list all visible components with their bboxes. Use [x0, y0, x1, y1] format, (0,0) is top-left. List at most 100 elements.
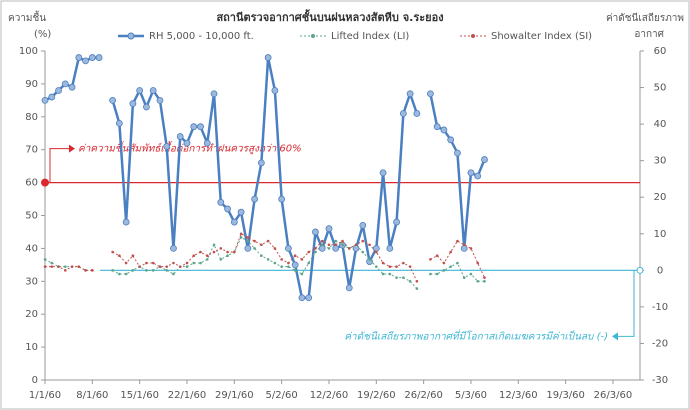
data-point: [334, 239, 338, 243]
data-point: [483, 280, 486, 283]
data-point: [124, 261, 128, 265]
data-point: [244, 244, 252, 252]
data-point: [426, 90, 434, 98]
data-point: [312, 228, 319, 236]
data-point: [433, 123, 441, 131]
legend-label: RH 5,000 - 10,000 ft.: [149, 31, 254, 42]
data-point: [156, 96, 164, 104]
data-point: [307, 250, 310, 254]
data-point: [190, 123, 198, 131]
data-point: [285, 244, 292, 252]
data-point: [454, 149, 461, 157]
data-point: [341, 243, 344, 247]
data-point: [469, 247, 473, 250]
data-point: [361, 239, 365, 243]
legend-label: Lifted Index (LI): [331, 31, 409, 42]
data-point: [253, 239, 256, 243]
data-point: [287, 261, 290, 265]
data-point: [325, 225, 333, 233]
data-point: [192, 261, 196, 265]
data-point: [217, 198, 225, 206]
data-point: [48, 93, 56, 101]
data-point: [379, 169, 387, 177]
data-point: [131, 254, 135, 258]
data-point: [476, 280, 480, 283]
data-point: [402, 276, 405, 279]
data-point: [70, 265, 74, 268]
data-point: [399, 110, 407, 117]
y-tick-label: 80: [25, 112, 38, 123]
data-point: [197, 123, 204, 131]
data-point: [68, 83, 76, 91]
legend-label: Showalter Index (SI): [491, 31, 592, 42]
data-point: [300, 258, 304, 261]
y-tick-label: 50: [25, 211, 38, 222]
data-point: [278, 195, 286, 203]
data-point: [233, 250, 236, 254]
data-point: [145, 269, 148, 272]
data-point: [145, 261, 148, 265]
y2-tick-label: -20: [652, 338, 668, 349]
data-point: [266, 239, 270, 243]
x-tick-label: 15/1/60: [120, 390, 159, 401]
y2-tick-label: 60: [654, 46, 667, 57]
data-point: [415, 287, 419, 290]
x-tick-label: 26/3/60: [594, 390, 633, 401]
y2-tick-label: 20: [654, 192, 667, 203]
x-tick-label: 22/1/60: [168, 390, 207, 401]
y-tick-label: 70: [25, 145, 38, 156]
legend-marker: [127, 32, 135, 40]
data-point: [393, 218, 400, 226]
data-point: [429, 258, 432, 261]
y2-tick-label: 50: [654, 83, 667, 94]
data-point: [212, 243, 216, 247]
data-point: [183, 139, 191, 147]
data-point: [408, 280, 412, 283]
arrow-head: [612, 332, 618, 341]
x-tick-label: 1/1/60: [29, 390, 61, 401]
data-point: [170, 244, 177, 252]
data-point: [118, 272, 121, 276]
data-point: [129, 100, 137, 108]
data-point: [332, 244, 340, 252]
data-point: [82, 57, 89, 65]
data-point: [456, 261, 459, 265]
data-point: [449, 250, 452, 254]
data-point: [280, 258, 283, 261]
data-point: [199, 250, 202, 254]
annotation-text: ค่าดัชนีเสถียรภาพอากาศที่มีโอกาสเกิดเมฆค…: [344, 328, 608, 342]
data-point: [440, 126, 448, 134]
data-point: [239, 232, 243, 236]
data-point: [251, 195, 259, 203]
data-point: [57, 265, 60, 268]
data-point: [178, 265, 182, 268]
annotation-arrow: [618, 270, 635, 337]
data-point: [413, 110, 421, 117]
y2-tick-label: 40: [654, 119, 667, 130]
data-point: [395, 276, 398, 279]
data-point: [406, 90, 414, 98]
data-point: [293, 254, 297, 258]
x-tick-label: 19/2/60: [357, 390, 396, 401]
data-point: [442, 269, 446, 272]
data-point: [253, 247, 256, 250]
data-point: [395, 265, 398, 268]
data-point: [203, 139, 211, 147]
y-tick-label: 30: [25, 276, 38, 287]
data-point: [55, 87, 62, 94]
data-point: [271, 87, 279, 94]
data-point: [158, 265, 162, 268]
data-point: [163, 143, 171, 150]
annotation-text: ค่าความชื้นสัมพัทธ์เอื้อต่อการทำฝนควรสูง…: [78, 141, 302, 155]
data-point: [456, 239, 459, 243]
data-point: [300, 272, 304, 276]
data-point: [260, 243, 263, 247]
chart-title: สถานีตรวจอากาศชั้นบนฝนหลวงสัตหีบ จ.ระยอง: [216, 9, 443, 24]
data-point: [314, 247, 317, 250]
y2-tick-label: 10: [654, 229, 667, 240]
x-tick-label: 19/3/60: [546, 390, 585, 401]
data-point: [415, 280, 419, 283]
data-point: [63, 269, 67, 272]
series-line: [430, 240, 485, 278]
